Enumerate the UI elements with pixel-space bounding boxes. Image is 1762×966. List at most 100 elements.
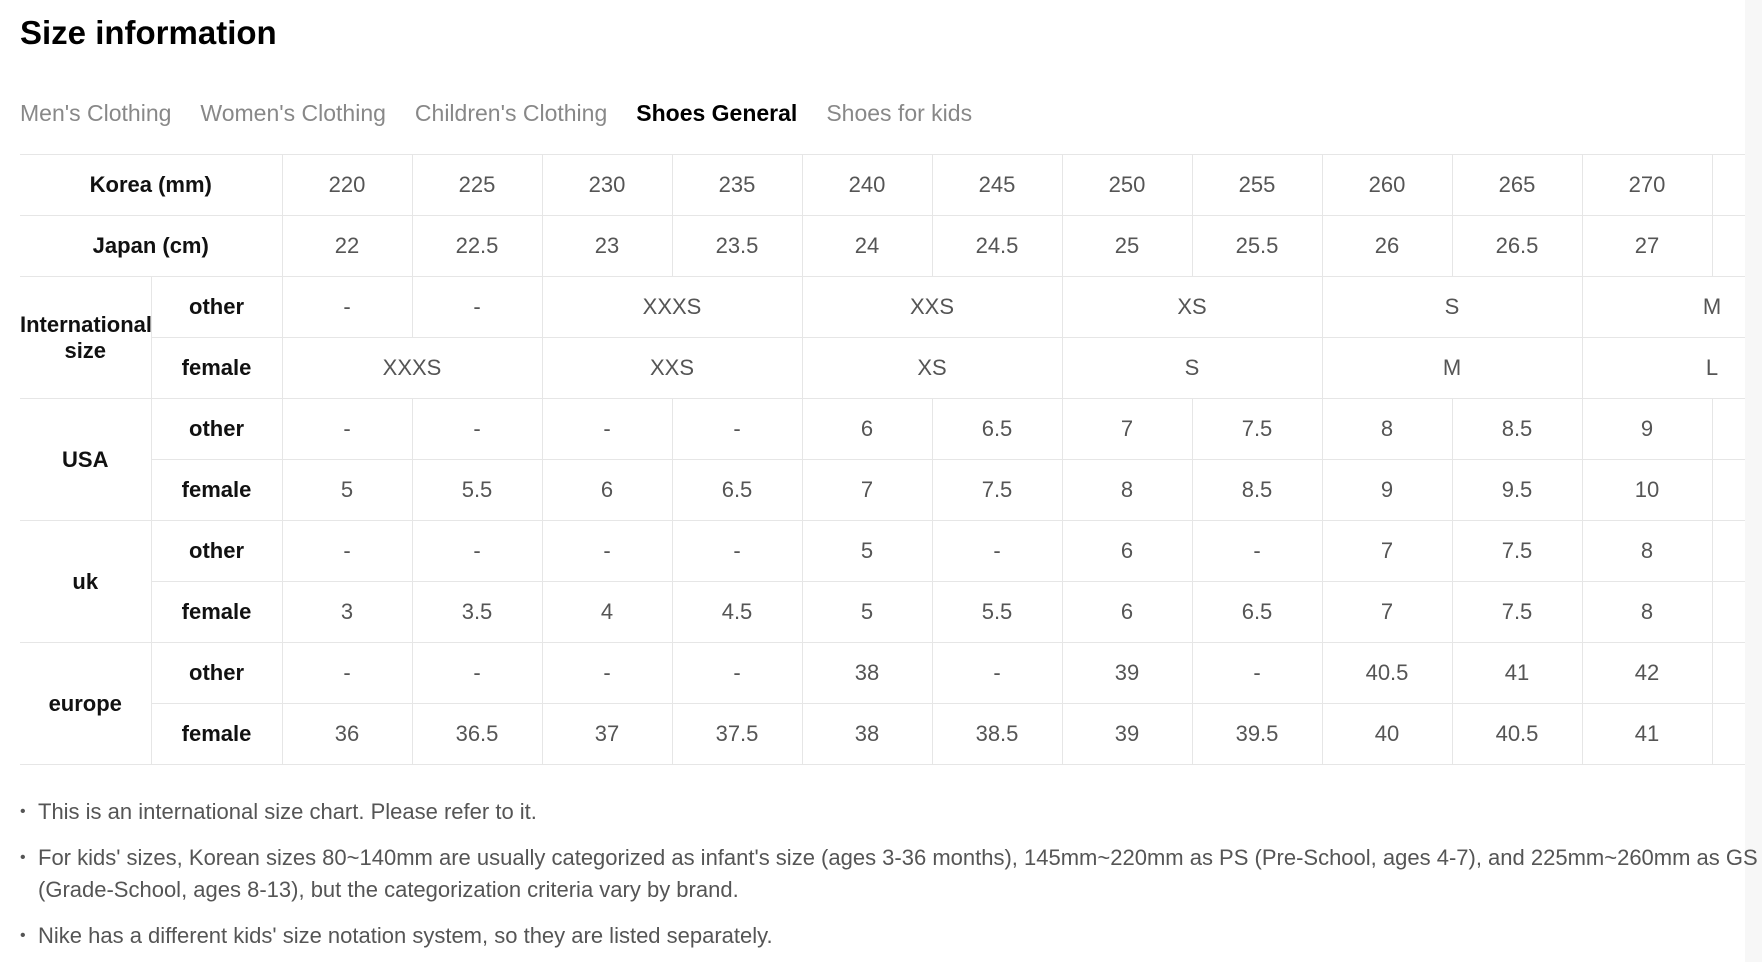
table-cell: 38.5 bbox=[931, 703, 1063, 765]
table-cell: - bbox=[281, 642, 413, 704]
row-subheader: female bbox=[151, 703, 283, 765]
table-cell: 7 bbox=[1321, 581, 1453, 643]
table-cell: - bbox=[281, 398, 413, 460]
table-cell: 8 bbox=[1581, 581, 1713, 643]
table-cell: 6 bbox=[1061, 520, 1193, 582]
table-cell: - bbox=[281, 520, 413, 582]
bullet-icon: • bbox=[20, 927, 26, 944]
table-cell: 8 bbox=[1581, 520, 1713, 582]
row-header: uk bbox=[20, 520, 152, 643]
table-cell: 10 bbox=[1581, 459, 1713, 521]
tab-shoes-for-kids[interactable]: Shoes for kids bbox=[826, 100, 973, 126]
table-cell: 5 bbox=[801, 581, 933, 643]
table-cell: XS bbox=[1061, 276, 1323, 338]
table-cell: 250 bbox=[1061, 154, 1193, 216]
note-text: For kids' sizes, Korean sizes 80~140mm a… bbox=[38, 845, 1758, 902]
row-subheader: other bbox=[150, 642, 283, 704]
table-cell: - bbox=[931, 520, 1063, 582]
table-cell: - bbox=[671, 520, 803, 582]
table-cell: 24 bbox=[801, 215, 933, 277]
table-cell: - bbox=[541, 642, 673, 704]
table-row-international-female: female XXXS XXS XS S M L bbox=[20, 337, 1745, 399]
tab-women-s-clothing[interactable]: Women's Clothing bbox=[200, 100, 386, 126]
table-row-europe-other: europe other - - - -38-39-40.5 41 42 bbox=[20, 642, 1745, 765]
table-cell: 40.5 bbox=[1321, 642, 1453, 704]
table-cell: 6.5 bbox=[671, 459, 803, 521]
note-text: This is an international size chart. Ple… bbox=[38, 799, 537, 824]
table-cell: M bbox=[1321, 337, 1583, 399]
note-text: Nike has a different kids' size notation… bbox=[38, 923, 773, 948]
table-cell bbox=[1711, 215, 1745, 277]
table-cell: 7.5 bbox=[1191, 398, 1323, 460]
table-cell: 7.5 bbox=[1451, 581, 1583, 643]
table-cell: 9.5 bbox=[1451, 459, 1583, 521]
table-cell: 3 bbox=[281, 581, 413, 643]
table-cell: 220 bbox=[281, 154, 413, 216]
table-cell: 6 bbox=[801, 398, 933, 460]
row-header: USA bbox=[20, 398, 152, 521]
table-cell bbox=[1711, 520, 1745, 582]
table-cell: 8.5 bbox=[1451, 398, 1583, 460]
table-cell bbox=[1711, 459, 1745, 521]
table-cell bbox=[1711, 703, 1745, 765]
row-subheader: other bbox=[150, 398, 283, 460]
table-cell bbox=[1711, 642, 1745, 704]
table-row-uk-female: female 3 3.5 4 4.5 5 5.5 6 6.5 7 7.5 8 bbox=[20, 581, 1745, 643]
table-cell: 5 bbox=[281, 459, 413, 521]
table-cell: S bbox=[1061, 337, 1323, 399]
table-cell: - bbox=[411, 520, 543, 582]
tab-children-s-clothing[interactable]: Children's Clothing bbox=[414, 100, 608, 126]
table-cell: 4.5 bbox=[671, 581, 803, 643]
size-table-container[interactable]: Korea (mm) 220 225 230 235 240 245 250 255 260 265… bbox=[20, 154, 1745, 765]
table-cell: 25.5 bbox=[1191, 215, 1323, 277]
table-cell: - bbox=[541, 398, 673, 460]
table-cell: 6 bbox=[541, 459, 673, 521]
note-item: • For kids' sizes, Korean sizes 80~140mm … bbox=[20, 842, 1762, 906]
table-cell: 6.5 bbox=[931, 398, 1063, 460]
table-cell: - bbox=[541, 520, 673, 582]
category-tabs: Men's Clothing Women's Clothing Children's… bbox=[20, 100, 972, 127]
tab-shoes-general[interactable]: Shoes General bbox=[636, 100, 798, 126]
table-cell: 6 bbox=[1061, 581, 1193, 643]
table-cell: 22.5 bbox=[411, 215, 543, 277]
table-cell: 37.5 bbox=[671, 703, 803, 765]
table-cell: 23.5 bbox=[671, 215, 803, 277]
table-cell: - bbox=[411, 276, 543, 338]
bullet-icon: • bbox=[20, 803, 26, 820]
tab-men-s-clothing[interactable]: Men's Clothing bbox=[20, 100, 172, 126]
table-cell bbox=[1711, 581, 1745, 643]
table-cell: - bbox=[671, 398, 803, 460]
table-cell: 9 bbox=[1581, 398, 1713, 460]
row-subheader: other bbox=[150, 520, 283, 582]
size-table: Korea (mm) 220 225 230 235 240 245 250 255 260 265… bbox=[20, 154, 1745, 765]
table-cell: 240 bbox=[801, 154, 933, 216]
table-cell: 25 bbox=[1061, 215, 1193, 277]
table-cell: 7.5 bbox=[1451, 520, 1583, 582]
row-header: Korea (mm) bbox=[20, 154, 283, 216]
table-cell: 9 bbox=[1321, 459, 1453, 521]
table-cell: 38 bbox=[801, 642, 933, 704]
table-cell: - bbox=[281, 276, 413, 338]
table-cell: 245 bbox=[931, 154, 1063, 216]
table-cell: 5.5 bbox=[411, 459, 543, 521]
note-item: • This is an international size chart. Pl… bbox=[20, 796, 1762, 828]
table-cell: 22 bbox=[281, 215, 413, 277]
scrollbar[interactable] bbox=[1745, 0, 1762, 962]
table-cell: 4 bbox=[541, 581, 673, 643]
table-cell: XXS bbox=[801, 276, 1063, 338]
table-cell: 235 bbox=[671, 154, 803, 216]
table-cell: XXS bbox=[541, 337, 803, 399]
table-cell: 37 bbox=[541, 703, 673, 765]
table-cell: - bbox=[931, 642, 1063, 704]
table-cell: 225 bbox=[411, 154, 543, 216]
page-title: Size information bbox=[20, 14, 277, 51]
table-cell: - bbox=[411, 642, 543, 704]
table-cell bbox=[1711, 154, 1745, 216]
table-cell: XXXS bbox=[541, 276, 803, 338]
table-cell: 26.5 bbox=[1451, 215, 1583, 277]
row-subheader: female bbox=[151, 459, 283, 521]
row-subheader: female bbox=[151, 581, 283, 643]
table-row-korea: Korea (mm) 220 225 230 235 240 245 250 255 260 265… bbox=[20, 154, 1745, 216]
table-cell: S bbox=[1321, 276, 1583, 338]
row-subheader: female bbox=[151, 337, 283, 399]
